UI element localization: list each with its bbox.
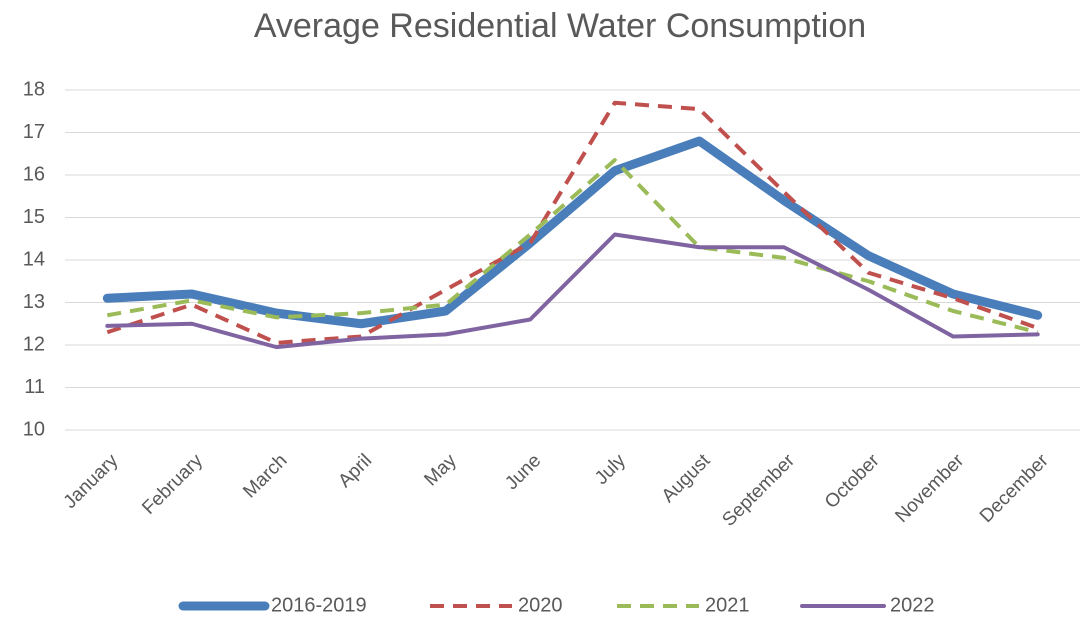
y-tick-label: 11 bbox=[24, 376, 45, 398]
x-tick-label: January bbox=[60, 450, 123, 513]
x-tick-label: February bbox=[138, 450, 207, 519]
x-tick-label: June bbox=[501, 450, 545, 494]
y-tick-label: 14 bbox=[23, 248, 45, 270]
legend-label: 2022 bbox=[890, 594, 935, 616]
x-tick-label: April bbox=[334, 450, 376, 492]
y-tick-label: 17 bbox=[23, 121, 45, 143]
chart-title: Average Residential Water Consumption bbox=[254, 7, 866, 45]
legend-label: 2020 bbox=[518, 594, 563, 616]
x-tick-label: September bbox=[718, 450, 799, 531]
legend-label: 2021 bbox=[705, 594, 750, 616]
legend-label: 2016-2019 bbox=[271, 594, 367, 616]
x-tick-label: May bbox=[420, 450, 461, 491]
y-tick-label: 18 bbox=[23, 78, 45, 100]
series-line bbox=[105, 232, 1040, 350]
series-line bbox=[102, 136, 1043, 329]
x-tick-label: March bbox=[239, 450, 291, 502]
series-line bbox=[106, 158, 1039, 335]
x-tick-label: December bbox=[976, 450, 1053, 527]
y-tick-label: 13 bbox=[23, 291, 45, 313]
y-tick-label: 12 bbox=[23, 333, 45, 355]
x-tick-label: August bbox=[658, 450, 715, 507]
x-tick-label: October bbox=[821, 450, 884, 513]
y-tick-label: 10 bbox=[23, 418, 45, 440]
y-tick-label: 16 bbox=[23, 163, 45, 185]
series-line bbox=[106, 100, 1039, 345]
x-tick-label: July bbox=[591, 450, 630, 489]
x-tick-label: November bbox=[891, 450, 968, 527]
y-tick-label: 15 bbox=[23, 206, 45, 228]
